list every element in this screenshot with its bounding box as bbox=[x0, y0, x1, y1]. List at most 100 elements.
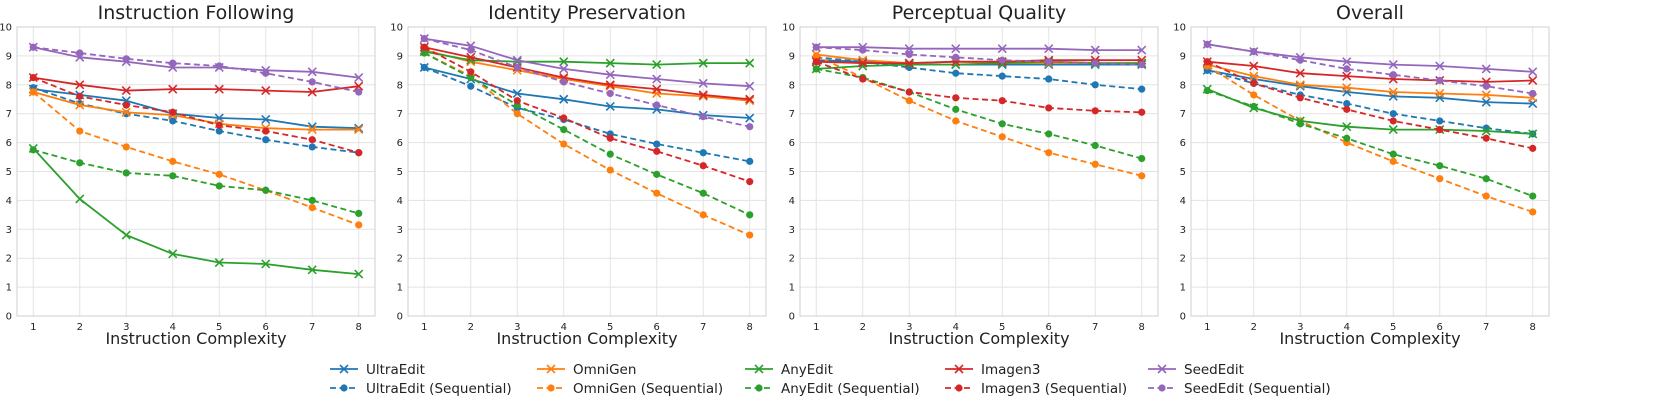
y-tick-label: 6 bbox=[397, 138, 403, 149]
legend-item: OmniGen (Sequential) bbox=[537, 381, 723, 397]
data-point bbox=[1092, 81, 1099, 88]
data-point bbox=[746, 211, 753, 218]
legend-label: UltraEdit bbox=[366, 362, 425, 378]
legend-swatch-marker bbox=[755, 384, 762, 391]
data-point bbox=[1483, 192, 1490, 199]
legend-label: Imagen3 bbox=[981, 362, 1040, 378]
x-axis-label: Instruction Complexity bbox=[496, 329, 677, 348]
panel-title: Overall bbox=[1336, 2, 1404, 24]
y-tick-label: 7 bbox=[397, 109, 403, 120]
x-axis-label: Instruction Complexity bbox=[1279, 329, 1460, 348]
data-point bbox=[653, 101, 660, 108]
data-point bbox=[169, 60, 176, 67]
data-point bbox=[1138, 61, 1145, 68]
y-tick-label: 6 bbox=[1180, 138, 1186, 149]
y-tick-label: 7 bbox=[789, 109, 795, 120]
y-tick-label: 10 bbox=[1173, 23, 1186, 34]
y-tick-label: 5 bbox=[789, 167, 795, 178]
data-point bbox=[514, 110, 521, 117]
legend-label: OmniGen (Sequential) bbox=[573, 381, 723, 397]
data-point bbox=[653, 148, 660, 155]
data-point bbox=[1204, 87, 1211, 94]
data-point bbox=[952, 94, 959, 101]
legend-item: AnyEdit bbox=[745, 362, 833, 378]
data-point bbox=[1045, 58, 1052, 65]
data-point bbox=[813, 58, 820, 65]
y-tick-label: 9 bbox=[789, 51, 795, 62]
data-point bbox=[1436, 117, 1443, 124]
data-point bbox=[1204, 58, 1211, 65]
y-tick-label: 7 bbox=[1180, 109, 1186, 120]
data-point bbox=[906, 97, 913, 104]
y-tick-label: 7 bbox=[6, 109, 12, 120]
legend-item: UltraEdit (Sequential) bbox=[330, 381, 512, 397]
data-point bbox=[700, 113, 707, 120]
data-point bbox=[216, 171, 223, 178]
data-point bbox=[560, 126, 567, 133]
y-tick-label: 10 bbox=[782, 23, 795, 34]
data-point bbox=[700, 190, 707, 197]
data-point bbox=[607, 166, 614, 173]
data-point bbox=[169, 172, 176, 179]
data-point bbox=[169, 109, 176, 116]
x-tick-label: 2 bbox=[77, 322, 83, 333]
data-point bbox=[1045, 130, 1052, 137]
data-point bbox=[607, 90, 614, 97]
y-tick-label: 3 bbox=[6, 225, 12, 236]
y-tick-label: 5 bbox=[6, 167, 12, 178]
y-tick-label: 8 bbox=[789, 80, 795, 91]
data-point bbox=[30, 88, 37, 95]
data-point bbox=[1483, 135, 1490, 142]
legend-label: Imagen3 (Sequential) bbox=[981, 381, 1127, 397]
data-point bbox=[999, 133, 1006, 140]
y-tick-label: 2 bbox=[397, 254, 403, 265]
data-point bbox=[700, 149, 707, 156]
data-point bbox=[952, 117, 959, 124]
y-tick-label: 8 bbox=[397, 80, 403, 91]
data-point bbox=[999, 73, 1006, 80]
data-point bbox=[1297, 94, 1304, 101]
legend-swatch-marker bbox=[1158, 384, 1165, 391]
data-point bbox=[421, 64, 428, 71]
data-point bbox=[813, 65, 820, 72]
legend-label: SeedEdit (Sequential) bbox=[1184, 381, 1331, 397]
y-tick-label: 0 bbox=[789, 312, 795, 323]
data-point bbox=[1138, 172, 1145, 179]
legend-swatch-marker bbox=[955, 384, 962, 391]
data-point bbox=[309, 197, 316, 204]
data-point bbox=[1297, 120, 1304, 127]
x-tick-label: 1 bbox=[1204, 322, 1210, 333]
data-point bbox=[216, 122, 223, 129]
data-point bbox=[1436, 162, 1443, 169]
data-point bbox=[607, 151, 614, 158]
x-axis-label: Instruction Complexity bbox=[888, 329, 1069, 348]
data-point bbox=[421, 35, 428, 42]
y-tick-label: 4 bbox=[1180, 196, 1186, 207]
data-point bbox=[309, 78, 316, 85]
data-point bbox=[1390, 117, 1397, 124]
data-point bbox=[1092, 142, 1099, 149]
chart-panel-2: 0123456789101 2 3 4 5 6 7 8Identity Preservatio… bbox=[390, 2, 766, 348]
data-point bbox=[653, 190, 660, 197]
chart-panel-1: 0123456789101 2 3 4 5 6 7 8Instruction Followin… bbox=[0, 2, 375, 348]
data-point bbox=[1483, 175, 1490, 182]
x-tick-label: 8 bbox=[747, 322, 753, 333]
y-tick-label: 2 bbox=[1180, 254, 1186, 265]
data-point bbox=[1529, 90, 1536, 97]
data-point bbox=[700, 211, 707, 218]
data-point bbox=[1045, 104, 1052, 111]
y-tick-label: 9 bbox=[1180, 51, 1186, 62]
legend-swatch-marker bbox=[547, 384, 554, 391]
data-point bbox=[1529, 192, 1536, 199]
data-point bbox=[1436, 175, 1443, 182]
y-tick-label: 1 bbox=[1180, 283, 1186, 294]
data-point bbox=[1483, 83, 1490, 90]
data-point bbox=[1343, 135, 1350, 142]
x-tick-label: 1 bbox=[421, 322, 427, 333]
y-tick-label: 0 bbox=[1180, 312, 1186, 323]
y-tick-label: 2 bbox=[789, 254, 795, 265]
data-point bbox=[1390, 151, 1397, 158]
data-point bbox=[813, 44, 820, 51]
data-point bbox=[309, 143, 316, 150]
y-tick-label: 4 bbox=[789, 196, 795, 207]
